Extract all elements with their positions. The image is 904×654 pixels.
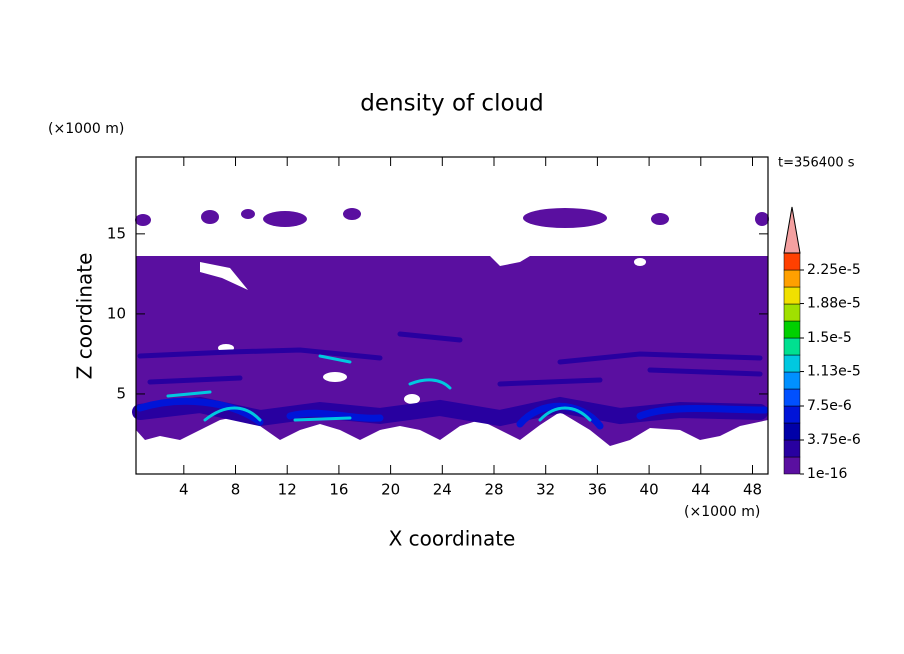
x-axis-title: X coordinate	[389, 527, 516, 551]
colorbar-segment	[783, 371, 801, 390]
colorbar-segment	[783, 456, 801, 475]
x-tick-label: 44	[691, 481, 710, 499]
x-tick-label: 48	[743, 481, 762, 499]
x-tick-label: 4	[179, 481, 189, 499]
colorbar-extend	[783, 206, 801, 254]
x-tick-label: 24	[433, 481, 452, 499]
colorbar-segment	[783, 252, 801, 271]
time-label: t=356400 s	[778, 156, 855, 171]
colorbar-label: 1.5e-5	[807, 330, 852, 346]
colorbar-segment	[783, 439, 801, 458]
y-tick-label: 5	[116, 384, 126, 402]
colorbar-label: 2.25e-5	[807, 262, 861, 278]
colorbar-segment	[783, 354, 801, 373]
colorbar-segment	[783, 269, 801, 288]
colorbar-segment	[783, 337, 801, 356]
colorbar-segment	[783, 286, 801, 305]
x-tick-label: 16	[329, 481, 348, 499]
x-tick-label: 20	[381, 481, 400, 499]
cloud-patches	[135, 208, 769, 228]
cloud-field	[132, 208, 769, 446]
y-axis-title: Z coordinate	[73, 253, 97, 380]
colorbar-label: 1e-16	[807, 466, 847, 482]
colorbar-segment	[783, 320, 801, 339]
x-tick-label: 36	[588, 481, 607, 499]
y-tick-label: 10	[107, 304, 126, 322]
colorbar-segment	[783, 388, 801, 407]
x-tick-label: 32	[536, 481, 555, 499]
colorbar-segment	[783, 422, 801, 441]
colorbar-label: 1.88e-5	[807, 296, 861, 312]
cloud-holes	[200, 258, 646, 404]
chart-title: density of cloud	[360, 91, 543, 117]
x-unit: (×1000 m)	[684, 504, 760, 520]
colorbar-segment	[783, 405, 801, 424]
cloud-bands	[132, 331, 769, 430]
colorbar-label: 3.75e-6	[807, 432, 861, 448]
cloud-region	[136, 256, 768, 446]
plot-frame	[135, 156, 769, 475]
x-tick-label: 40	[640, 481, 659, 499]
x-tick-label: 12	[278, 481, 297, 499]
x-tick-label: 28	[484, 481, 503, 499]
y-tick-label: 15	[107, 224, 126, 242]
colorbar-label: 1.13e-5	[807, 364, 861, 380]
x-tick-label: 8	[231, 481, 241, 499]
colorbar-segment	[783, 303, 801, 322]
colorbar-label: 7.5e-6	[807, 398, 852, 414]
y-unit: (×1000 m)	[48, 121, 124, 137]
